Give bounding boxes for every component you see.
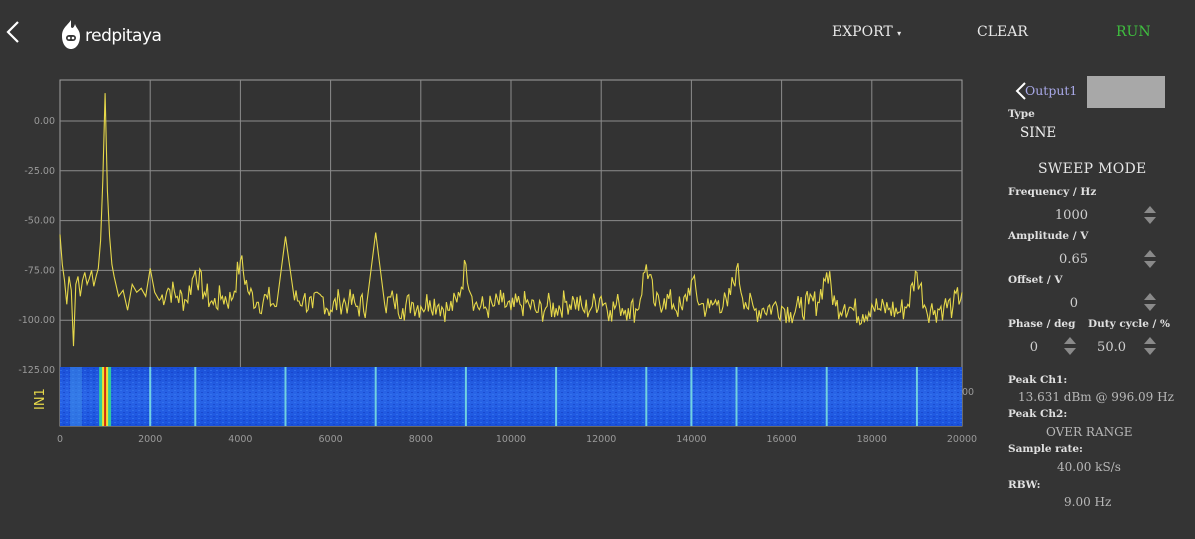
- output-enable-toggle[interactable]: [1087, 76, 1165, 108]
- waterfall-harmonic-line: [645, 367, 648, 426]
- offset-stepper-icon[interactable]: [1143, 292, 1157, 312]
- type-label: Type: [1008, 108, 1035, 120]
- sample-rate-label: Sample rate:: [1008, 443, 1083, 455]
- redpitaya-logo: redpitaya: [58, 18, 168, 52]
- waterfall-peak-center: [104, 367, 107, 426]
- export-menu-button[interactable]: EXPORT ▾: [832, 24, 901, 40]
- offset-label: Offset / V: [1008, 274, 1063, 286]
- peak-ch2-value: OVER RANGE: [1046, 425, 1133, 439]
- redpitaya-logo-icon: [62, 20, 80, 49]
- waterfall-harmonic-line: [915, 367, 918, 426]
- phase-input[interactable]: 0: [1029, 340, 1038, 355]
- duty-cycle-stepper-icon[interactable]: [1143, 336, 1157, 356]
- x-tick-label: 12000: [586, 434, 616, 445]
- waterfall-noise: [60, 367, 962, 426]
- amplitude-input[interactable]: 0.65: [1059, 252, 1088, 267]
- waterfall-display: [60, 367, 962, 426]
- peak-ch2-label: Peak Ch2:: [1008, 408, 1068, 420]
- duty-cycle-input[interactable]: 50.0: [1097, 340, 1126, 355]
- frequency-stepper-icon[interactable]: [1143, 205, 1157, 225]
- output-back-icon[interactable]: [1014, 80, 1028, 102]
- x-tick-label: 16000: [766, 434, 796, 445]
- output-selector-label[interactable]: Output1: [1025, 83, 1078, 98]
- frequency-label: Frequency / Hz: [1008, 186, 1097, 198]
- amplitude-stepper-icon[interactable]: [1143, 249, 1157, 269]
- caret-down-icon: ▾: [897, 29, 902, 38]
- spectrum-chart[interactable]: 0.00 -25.00 -50.00 -75.00 -100.00 -125.00 0 20…: [0, 70, 1000, 460]
- x-axis-ticks: 0 2000 4000 6000 8000 10000 12000 14000 16000 180…: [57, 434, 977, 445]
- clear-button[interactable]: CLEAR: [977, 24, 1028, 40]
- run-button[interactable]: RUN: [1116, 24, 1151, 40]
- waveform-type-select[interactable]: SINE: [1020, 125, 1057, 141]
- x-tick-label: 8000: [409, 434, 433, 445]
- waterfall-harmonic-line: [284, 367, 287, 426]
- x-tick-label: 0: [57, 434, 63, 445]
- offset-input[interactable]: 0: [1069, 296, 1078, 311]
- y-tick-label: -125.00: [18, 365, 55, 376]
- export-label: EXPORT: [832, 24, 893, 40]
- logo-text: redpitaya: [85, 26, 162, 46]
- y-tick-label: -50.00: [24, 216, 55, 227]
- x-tick-label: 20000: [947, 434, 977, 445]
- x-tick-label: 4000: [228, 434, 252, 445]
- y-tick-label: -75.00: [24, 265, 55, 276]
- x-tick-label: 6000: [319, 434, 343, 445]
- sample-rate-value: 40.00 kS/s: [1057, 460, 1121, 474]
- amplitude-label: Amplitude / V: [1008, 230, 1089, 242]
- duty-cycle-label: Duty cycle / %: [1088, 318, 1171, 330]
- waterfall-harmonic-line: [555, 367, 558, 426]
- waterfall-harmonic-line: [735, 367, 738, 426]
- y-tick-label: 0.00: [34, 116, 55, 127]
- waterfall-harmonic-line: [149, 367, 152, 426]
- sweep-mode-button[interactable]: SWEEP MODE: [1038, 161, 1147, 177]
- y-tick-label: -100.00: [18, 315, 55, 326]
- peak-ch1-label: Peak Ch1:: [1008, 374, 1068, 386]
- phase-label: Phase / deg: [1008, 318, 1076, 330]
- x-tick-label: 18000: [857, 434, 887, 445]
- waterfall-end-tick: 00: [962, 387, 974, 398]
- phase-stepper-icon[interactable]: [1063, 336, 1077, 356]
- waterfall-harmonic-line: [825, 367, 828, 426]
- waterfall-channel-label: IN1: [33, 388, 48, 410]
- x-tick-label: 2000: [138, 434, 162, 445]
- waterfall-harmonic-line: [690, 367, 693, 426]
- spectrum-trace-ch1: [59, 93, 963, 347]
- waterfall-harmonic-line: [464, 367, 467, 426]
- peak-ch1-value: 13.631 dBm @ 996.09 Hz: [1018, 390, 1174, 404]
- x-tick-label: 10000: [496, 434, 526, 445]
- x-tick-label: 14000: [676, 434, 706, 445]
- waterfall-harmonic-line: [194, 367, 197, 426]
- y-tick-label: -25.00: [24, 166, 55, 177]
- rbw-value: 9.00 Hz: [1064, 495, 1112, 509]
- waterfall-harmonic-line: [374, 367, 377, 426]
- rbw-label: RBW:: [1008, 479, 1041, 491]
- frequency-input[interactable]: 1000: [1054, 208, 1088, 223]
- back-arrow-icon[interactable]: [2, 14, 24, 50]
- waterfall-lowfreq-band: [70, 367, 82, 426]
- y-axis-ticks: 0.00 -25.00 -50.00 -75.00 -100.00 -125.00: [18, 116, 55, 376]
